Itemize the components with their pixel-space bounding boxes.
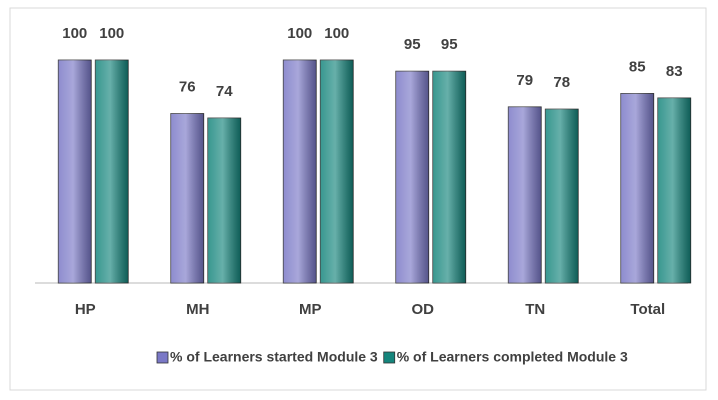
x-tick-label: HP	[75, 301, 96, 318]
x-tick-label: MH	[186, 301, 209, 318]
legend-swatch	[383, 351, 396, 364]
bar-shading	[432, 71, 466, 284]
data-label: 74	[216, 83, 233, 100]
bar-shading	[508, 106, 542, 283]
bar-shading	[283, 60, 317, 283]
data-label: 78	[553, 74, 570, 91]
legend-swatch	[156, 351, 169, 364]
bar-shading	[58, 60, 92, 283]
data-label: 85	[629, 58, 646, 75]
data-label: 95	[404, 36, 421, 53]
data-label: 83	[666, 63, 683, 80]
bar-shading	[95, 60, 129, 283]
bar-shading	[545, 109, 579, 283]
bar-shading	[657, 97, 691, 283]
legend-label: % of Learners completed Module 3	[397, 349, 628, 365]
legend-label: % of Learners started Module 3	[170, 349, 378, 365]
x-tick-label: OD	[412, 301, 435, 318]
bar-shading	[620, 93, 654, 283]
data-label: 79	[516, 72, 533, 89]
data-label: 100	[324, 25, 349, 42]
x-tick-label: TN	[525, 301, 545, 318]
x-tick-label: MP	[299, 301, 322, 318]
data-label: 95	[441, 36, 458, 53]
data-label: 100	[62, 25, 87, 42]
bar-shading	[320, 60, 354, 283]
bar-shading	[207, 117, 241, 283]
data-label: 100	[287, 25, 312, 42]
bar-shading	[395, 71, 429, 284]
data-label: 76	[179, 78, 196, 95]
x-tick-label: Total	[630, 301, 665, 318]
data-label: 100	[99, 25, 124, 42]
bar-shading	[170, 113, 204, 284]
